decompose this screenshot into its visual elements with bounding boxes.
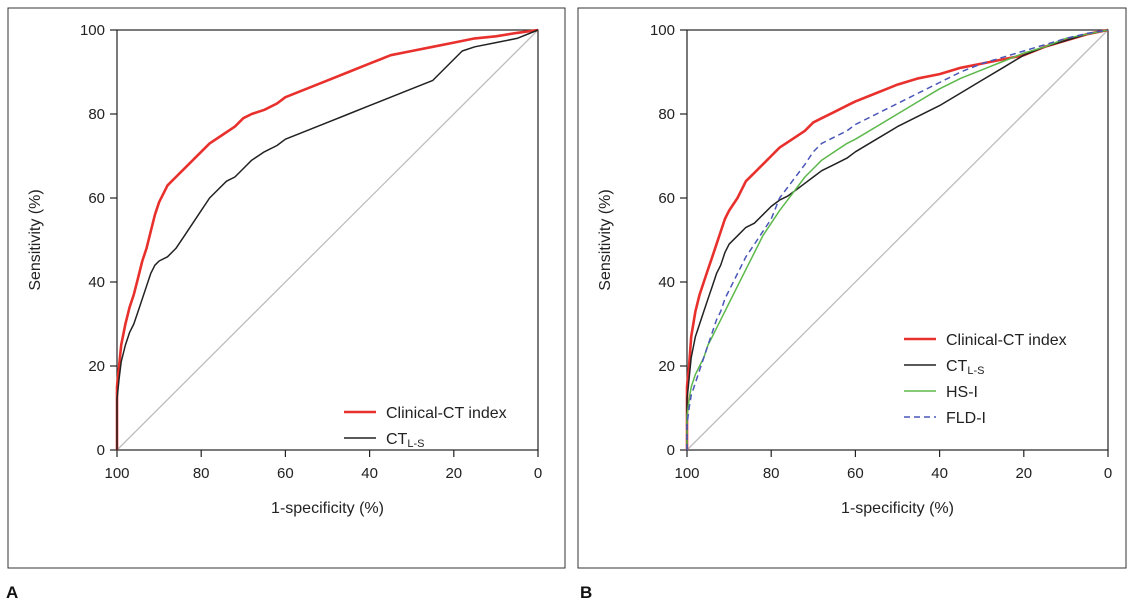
y-tick-label: 80	[88, 106, 105, 123]
legend: Clinical-CT index CTL-S	[344, 405, 507, 450]
x-tick-label: 0	[1104, 465, 1112, 482]
legend-label: Clinical-CT index	[946, 332, 1067, 349]
legend: Clinical-CT index CTL-S HS-I FLD-I	[904, 332, 1067, 427]
panel-b: 100 80 60 40 20 0 0 20 40 60 80 100 1-specificity (%…	[577, 7, 1127, 601]
y-tick-label: 60	[88, 190, 105, 207]
panel-frame	[577, 7, 1127, 569]
x-tick-label: 0	[534, 465, 542, 482]
y-tick-label: 60	[658, 190, 675, 207]
x-tick-label: 60	[847, 465, 864, 482]
y-axis-label: Sensitivity (%)	[597, 189, 614, 290]
panel-a: 100 80 60 40 20 0 0 20 40 60 80 100 1-specificity (%…	[6, 7, 566, 601]
x-tick-label: 100	[104, 465, 129, 482]
x-tick-label: 40	[931, 465, 948, 482]
panel-letter: B	[580, 583, 592, 601]
plot-area	[686, 29, 1109, 451]
legend-label: HS-I	[946, 384, 978, 401]
series-line-clinical-ct-index	[685, 28, 1109, 450]
y-tick-label: 80	[658, 106, 675, 123]
y-tick-label: 20	[658, 358, 675, 375]
series-line-ctl-s	[686, 29, 1109, 450]
panel-letter: A	[6, 583, 18, 601]
reference-diagonal-line	[116, 29, 539, 451]
x-tick-label: 60	[277, 465, 294, 482]
series-line-clinical-ct-index	[115, 28, 539, 450]
x-tick-label: 80	[193, 465, 210, 482]
y-tick-label: 20	[88, 358, 105, 375]
series-line-hs-i	[686, 29, 1109, 450]
legend-label: Clinical-CT index	[386, 405, 507, 422]
y-tick-label: 100	[650, 22, 675, 39]
x-tick-label: 20	[1015, 465, 1032, 482]
legend-label: CTL-S	[946, 358, 984, 377]
x-tick-label: 20	[445, 465, 462, 482]
y-axis-label: Sensitivity (%)	[27, 189, 44, 290]
plot-area	[116, 29, 539, 451]
x-tick-label: 80	[763, 465, 780, 482]
reference-diagonal-line	[686, 29, 1109, 451]
legend-label: FLD-I	[946, 410, 986, 427]
x-tick-label: 40	[361, 465, 378, 482]
y-tick-label: 0	[97, 442, 105, 459]
series-line-fld-i	[686, 29, 1109, 450]
y-tick-label: 0	[667, 442, 675, 459]
y-tick-label: 40	[658, 274, 675, 291]
panel-frame	[7, 7, 566, 569]
x-axis-label: 1-specificity (%)	[271, 500, 384, 517]
y-tick-label: 100	[80, 22, 105, 39]
y-tick-label: 40	[88, 274, 105, 291]
x-axis-label: 1-specificity (%)	[841, 500, 954, 517]
series-line-ctl-s	[116, 29, 539, 450]
x-tick-label: 100	[674, 465, 699, 482]
legend-label: CTL-S	[386, 431, 424, 450]
